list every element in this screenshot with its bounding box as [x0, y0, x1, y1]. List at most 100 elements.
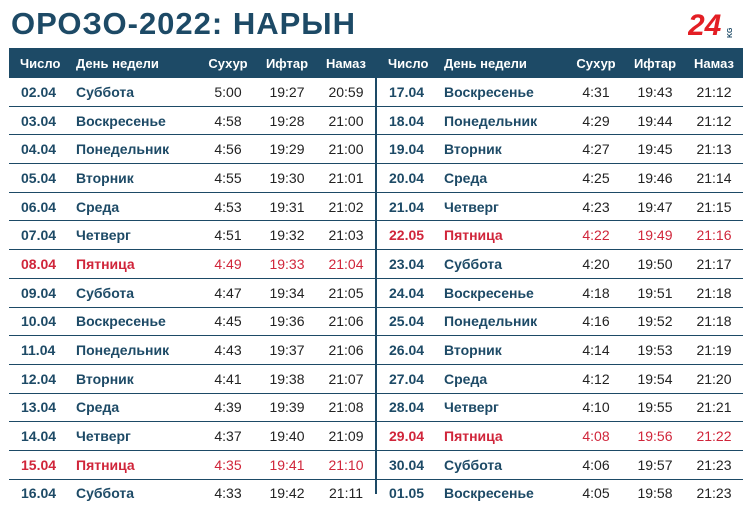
- cell-date: 30.04: [377, 450, 442, 480]
- table-body-right: 17.04 Воскресенье 4:31 19:43 21:12 18.04 Понед…: [377, 78, 743, 507]
- table-row: 25.04 Понедельник 4:16 19:52 21:18: [377, 307, 743, 337]
- table-row: 01.05 Воскресенье 4:05 19:58 21:23: [377, 479, 743, 507]
- cell-day: Понедельник: [74, 335, 199, 365]
- cell-date: 13.04: [9, 393, 74, 423]
- cell-iftar: 19:31: [257, 192, 317, 222]
- cell-date: 25.04: [377, 307, 442, 337]
- cell-day: Четверг: [74, 220, 199, 251]
- cell-namaz: 21:18: [685, 307, 743, 337]
- cell-day: Понедельник: [74, 134, 199, 165]
- cell-iftar: 19:33: [257, 249, 317, 279]
- cell-iftar: 19:53: [625, 335, 685, 365]
- cell-day: Среда: [74, 192, 199, 222]
- cell-suhur: 4:12: [567, 364, 625, 394]
- cell-date: 12.04: [9, 364, 74, 394]
- cell-day: Понедельник: [442, 307, 567, 337]
- table-row: 24.04 Воскресенье 4:18 19:51 21:18: [377, 278, 743, 308]
- cell-suhur: 4:47: [199, 278, 257, 308]
- table-row: 10.04 Воскресенье 4:45 19:36 21:06: [9, 307, 375, 337]
- cell-suhur: 4:14: [567, 335, 625, 365]
- cell-date: 18.04: [377, 106, 442, 136]
- cell-suhur: 4:49: [199, 249, 257, 279]
- cell-namaz: 21:03: [317, 220, 375, 251]
- cell-day: Суббота: [442, 249, 567, 279]
- cell-suhur: 4:51: [199, 220, 257, 251]
- table-row: 30.04 Суббота 4:06 19:57 21:23: [377, 450, 743, 480]
- cell-date: 17.04: [377, 78, 442, 107]
- cell-suhur: 4:39: [199, 393, 257, 423]
- header-namaz: Намаз: [685, 48, 743, 78]
- table-row: 06.04 Среда 4:53 19:31 21:02: [9, 192, 375, 222]
- cell-iftar: 19:30: [257, 163, 317, 193]
- cell-namaz: 21:18: [685, 278, 743, 308]
- table-header-row: Число День недели Сухур Ифтар Намаз: [377, 48, 743, 78]
- table-row: 18.04 Понедельник 4:29 19:44 21:12: [377, 106, 743, 136]
- cell-day: Пятница: [442, 421, 567, 451]
- cell-iftar: 19:32: [257, 220, 317, 251]
- cell-suhur: 4:35: [199, 450, 257, 480]
- cell-iftar: 19:34: [257, 278, 317, 308]
- cell-namaz: 21:12: [685, 78, 743, 107]
- cell-date: 28.04: [377, 393, 442, 423]
- cell-suhur: 4:58: [199, 106, 257, 136]
- cell-date: 16.04: [21, 485, 57, 502]
- table-row: 03.04 Воскресенье 4:58 19:28 21:00: [9, 106, 375, 136]
- cell-iftar: 19:41: [257, 450, 317, 480]
- cell-date: 14.04: [9, 421, 74, 451]
- cell-iftar: 19:40: [257, 421, 317, 451]
- table-row: 28.04 Четверг 4:10 19:55 21:21: [377, 393, 743, 423]
- cell-day: Воскресенье: [442, 278, 567, 308]
- cell-iftar: 19:36: [257, 307, 317, 337]
- cell-namaz: 21:09: [317, 421, 375, 451]
- cell-namaz: 21:20: [685, 364, 743, 394]
- cell-day: Четверг: [442, 192, 567, 222]
- cell-namaz: 21:16: [685, 220, 743, 251]
- table-row: 12.04 Вторник 4:41 19:38 21:07: [9, 364, 375, 394]
- header-iftar: Ифтар: [625, 48, 685, 78]
- cell-day: Среда: [442, 364, 567, 394]
- table-row: 05.04 Вторник 4:55 19:30 21:01: [9, 163, 375, 193]
- cell-namaz: 21:19: [685, 335, 743, 365]
- cell-suhur: 5:00: [199, 78, 257, 107]
- cell-day: Воскресенье: [74, 106, 199, 136]
- cell-namaz: 21:00: [317, 106, 375, 136]
- cell-day: Суббота: [74, 78, 199, 107]
- table-row: 11.04 Понедельник 4:43 19:37 21:06: [9, 335, 375, 365]
- cell-namaz: 21:04: [317, 249, 375, 279]
- cell-date: 01.05: [389, 485, 425, 502]
- cell-iftar: 19:50: [625, 249, 685, 279]
- cell-suhur: 4:27: [567, 134, 625, 165]
- cell-date: 08.04: [9, 249, 74, 279]
- cell-iftar: 19:28: [257, 106, 317, 136]
- cell-date: 24.04: [377, 278, 442, 308]
- cell-namaz: 21:07: [317, 364, 375, 394]
- cell-date: 19.04: [377, 134, 442, 165]
- cell-namaz: 21:08: [317, 393, 375, 423]
- header-date: Число: [9, 48, 74, 78]
- column-divider: [375, 48, 377, 494]
- cell-date: 29.04: [377, 421, 442, 451]
- cell-day: Воскресенье: [444, 485, 534, 502]
- table-row: 29.04 Пятница 4:08 19:56 21:22: [377, 421, 743, 451]
- logo-24kg: 24 KG: [688, 9, 734, 40]
- cell-suhur: 4:45: [199, 307, 257, 337]
- cell-day: Вторник: [74, 364, 199, 394]
- page-title: ОРОЗО-2022: НАРЫН: [11, 6, 357, 41]
- cell-suhur: 4:29: [567, 106, 625, 136]
- cell-iftar: 19:45: [625, 134, 685, 165]
- header-date: Число: [377, 48, 442, 78]
- cell-namaz: 21:17: [685, 249, 743, 279]
- cell-namaz: 21:06: [317, 307, 375, 337]
- cell-date: 22.05: [377, 220, 442, 251]
- cell-namaz: 20:59: [317, 78, 375, 107]
- cell-suhur: 4:16: [567, 307, 625, 337]
- table-row: 09.04 Суббота 4:47 19:34 21:05: [9, 278, 375, 308]
- cell-day: Пятница: [442, 220, 567, 251]
- cell-day: Среда: [74, 393, 199, 423]
- cell-namaz: 21:02: [317, 192, 375, 222]
- cell-day: Воскресенье: [442, 78, 567, 107]
- cell-date: 26.04: [377, 335, 442, 365]
- table-row: 04.04 Понедельник 4:56 19:29 21:00: [9, 134, 375, 165]
- cell-day: Понедельник: [442, 106, 567, 136]
- cell-date: 10.04: [9, 307, 74, 337]
